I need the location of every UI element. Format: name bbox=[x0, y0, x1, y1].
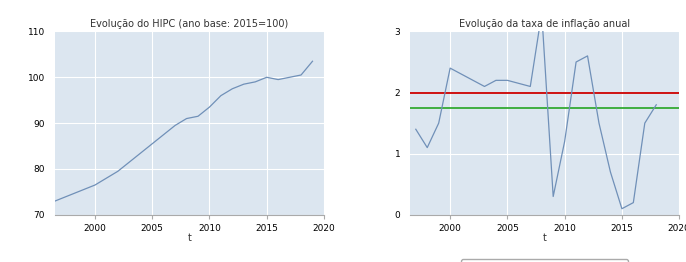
X-axis label: t: t bbox=[543, 233, 547, 243]
Legend: Inflação, Objetivo, Média  Inflação: Inflação, Objetivo, Média Inflação bbox=[461, 259, 628, 262]
Title: Evolução da taxa de inflação anual: Evolução da taxa de inflação anual bbox=[459, 19, 630, 29]
X-axis label: t: t bbox=[187, 233, 191, 243]
Title: Evolução do HIPC (ano base: 2015=100): Evolução do HIPC (ano base: 2015=100) bbox=[91, 19, 289, 29]
